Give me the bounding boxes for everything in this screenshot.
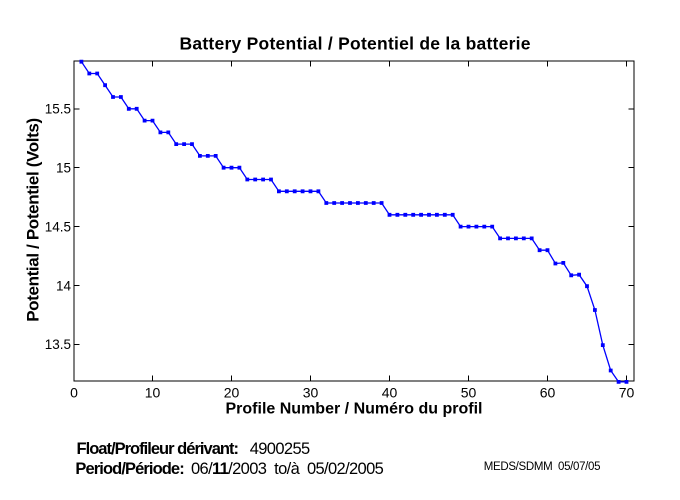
svg-text:4900255: 4900255 (250, 440, 311, 458)
svg-text:50: 50 (461, 385, 477, 401)
svg-text:14: 14 (56, 278, 72, 293)
svg-text:20: 20 (224, 385, 240, 401)
svg-text:60: 60 (540, 385, 556, 401)
svg-text:30: 30 (303, 385, 319, 401)
svg-text:14.5: 14.5 (45, 219, 71, 234)
svg-text:15.5: 15.5 (45, 102, 71, 117)
svg-text:MEDS/SDMM 05/07/05: MEDS/SDMM 05/07/05 (484, 461, 601, 473)
svg-text:06/11/2003 to/à 05/02/2005: 06/11/2003 to/à 05/02/2005 (191, 460, 384, 478)
svg-text:Potential / Potentiel (Volts): Potential / Potentiel (Volts) (24, 118, 43, 322)
svg-text:Battery Potential / Potentiel: Battery Potential / Potentiel de la batt… (180, 33, 531, 53)
svg-text:13.5: 13.5 (45, 337, 71, 352)
svg-text:70: 70 (619, 385, 635, 401)
svg-text:40: 40 (382, 385, 398, 401)
svg-text:Float/Profileur dérivant:: Float/Profileur dérivant: (77, 440, 240, 458)
svg-text:Profile Number / Numéro du pro: Profile Number / Numéro du profil (226, 401, 483, 418)
svg-text:15: 15 (56, 161, 71, 176)
svg-text:10: 10 (145, 385, 161, 401)
svg-text:0: 0 (70, 385, 78, 401)
svg-text:Period/Période:: Period/Période: (75, 460, 184, 478)
